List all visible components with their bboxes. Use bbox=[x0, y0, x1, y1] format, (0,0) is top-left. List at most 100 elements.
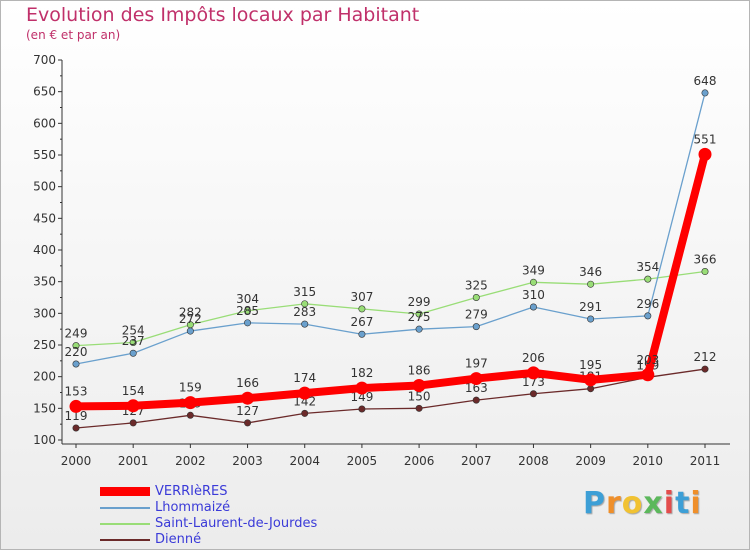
chart-subtitle: (en € et par an) bbox=[26, 28, 121, 42]
legend-label-lhommaize: Lhommaizé bbox=[155, 500, 231, 515]
data-point bbox=[644, 312, 652, 320]
data-label: 272 bbox=[179, 312, 202, 326]
data-point bbox=[529, 278, 537, 286]
data-point bbox=[358, 305, 366, 313]
data-label: 127 bbox=[236, 404, 259, 418]
data-label: 307 bbox=[350, 290, 373, 304]
x-tick-label: 2010 bbox=[633, 454, 664, 468]
data-label: 254 bbox=[122, 323, 145, 337]
logo-letter: t bbox=[675, 486, 691, 521]
data-label: 163 bbox=[465, 381, 488, 395]
data-label: 296 bbox=[636, 297, 659, 311]
data-point bbox=[415, 404, 423, 412]
y-tick-label: 600 bbox=[33, 116, 56, 130]
data-label: 279 bbox=[465, 308, 488, 322]
y-tick-label: 700 bbox=[33, 53, 56, 67]
x-tick-label: 2011 bbox=[690, 454, 721, 468]
data-point bbox=[186, 411, 194, 419]
y-tick-label: 650 bbox=[33, 85, 56, 99]
x-tick-label: 2001 bbox=[118, 454, 149, 468]
legend-label-dienne: Dienné bbox=[155, 532, 202, 547]
data-point bbox=[412, 379, 426, 393]
data-point bbox=[701, 365, 709, 373]
data-point bbox=[355, 381, 369, 395]
data-point bbox=[644, 275, 652, 283]
data-label: 267 bbox=[350, 315, 373, 329]
data-label: 142 bbox=[293, 394, 316, 408]
data-point bbox=[69, 399, 83, 413]
data-label: 304 bbox=[236, 292, 259, 306]
data-label: 299 bbox=[408, 295, 431, 309]
data-point bbox=[241, 391, 255, 405]
data-label: 153 bbox=[65, 384, 88, 398]
data-point bbox=[529, 390, 537, 398]
data-point bbox=[698, 147, 712, 161]
x-tick-label: 2009 bbox=[575, 454, 606, 468]
data-label: 166 bbox=[236, 376, 259, 390]
data-label: 282 bbox=[179, 306, 202, 320]
logo-letter: r bbox=[606, 486, 622, 521]
data-point bbox=[183, 396, 197, 410]
data-label: 291 bbox=[579, 300, 602, 314]
x-tick-label: 2002 bbox=[175, 454, 206, 468]
y-tick-label: 350 bbox=[33, 275, 56, 289]
data-point bbox=[469, 372, 483, 386]
data-label: 283 bbox=[293, 305, 316, 319]
data-point bbox=[529, 303, 537, 311]
data-point bbox=[126, 399, 140, 413]
data-point bbox=[301, 320, 309, 328]
y-tick-label: 400 bbox=[33, 243, 56, 257]
data-label: 275 bbox=[408, 310, 431, 324]
x-tick-label: 2004 bbox=[289, 454, 320, 468]
legend-label-saint-laurent: Saint-Laurent-de-Jourdes bbox=[155, 516, 318, 531]
data-label: 346 bbox=[579, 265, 602, 279]
x-tick-label: 2003 bbox=[232, 454, 263, 468]
data-label: 186 bbox=[408, 364, 431, 378]
series-line bbox=[75, 368, 706, 429]
data-label: 285 bbox=[236, 304, 259, 318]
data-point bbox=[472, 396, 480, 404]
data-point bbox=[244, 419, 252, 427]
data-point bbox=[301, 409, 309, 417]
x-tick-label: 2005 bbox=[347, 454, 378, 468]
data-point bbox=[526, 366, 540, 380]
data-label: 249 bbox=[65, 327, 88, 341]
data-point bbox=[72, 424, 80, 432]
series-line bbox=[72, 150, 709, 411]
data-point bbox=[72, 342, 80, 350]
y-tick-label: 200 bbox=[33, 370, 56, 384]
data-point bbox=[129, 349, 137, 357]
data-point bbox=[358, 405, 366, 413]
data-label: 349 bbox=[522, 263, 545, 277]
data-point bbox=[701, 268, 709, 276]
data-point bbox=[244, 307, 252, 315]
data-label: 159 bbox=[179, 381, 202, 395]
y-tick-label: 450 bbox=[33, 211, 56, 225]
data-point bbox=[641, 368, 655, 382]
data-point bbox=[298, 386, 312, 400]
logo-letter: i bbox=[690, 486, 702, 521]
data-point bbox=[129, 419, 137, 427]
y-tick-label: 550 bbox=[33, 148, 56, 162]
legend-swatch-verrieres bbox=[100, 487, 150, 496]
x-tick-label: 2006 bbox=[404, 454, 435, 468]
data-label: 195 bbox=[579, 358, 602, 372]
data-point bbox=[587, 315, 595, 323]
data-point bbox=[701, 89, 709, 97]
data-label: 366 bbox=[694, 253, 717, 267]
data-point bbox=[472, 323, 480, 331]
data-label: 315 bbox=[293, 285, 316, 299]
y-tick-label: 150 bbox=[33, 401, 56, 415]
legend-swatch-dienne bbox=[100, 539, 150, 541]
proxiti-logo: Proxiti bbox=[583, 486, 702, 521]
data-point bbox=[584, 373, 598, 387]
data-label: 551 bbox=[694, 132, 717, 146]
data-label: 150 bbox=[408, 389, 431, 403]
data-label: 237 bbox=[122, 334, 145, 348]
data-point bbox=[72, 360, 80, 368]
data-point bbox=[415, 325, 423, 333]
data-point bbox=[244, 319, 252, 327]
data-label: 149 bbox=[350, 390, 373, 404]
data-label: 206 bbox=[522, 351, 545, 365]
